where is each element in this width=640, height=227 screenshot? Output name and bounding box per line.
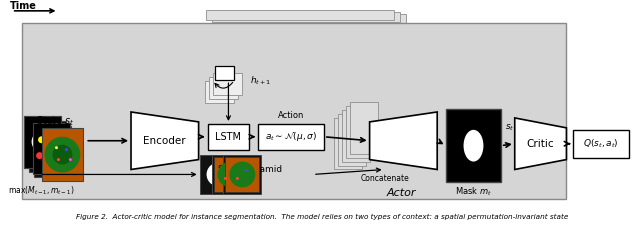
Circle shape xyxy=(69,158,72,161)
Text: LSTM: LSTM xyxy=(216,132,241,142)
Circle shape xyxy=(50,150,57,157)
Bar xyxy=(334,118,362,170)
Circle shape xyxy=(38,136,45,143)
Bar xyxy=(33,123,70,174)
Circle shape xyxy=(55,146,58,149)
Bar xyxy=(200,155,237,194)
Bar xyxy=(259,124,324,150)
Circle shape xyxy=(57,158,60,161)
Circle shape xyxy=(31,131,54,153)
Bar xyxy=(207,124,250,150)
Bar xyxy=(225,157,259,192)
Bar xyxy=(446,109,501,182)
Bar xyxy=(573,130,629,158)
Bar xyxy=(214,157,247,192)
Bar xyxy=(42,128,83,181)
Bar xyxy=(212,155,250,194)
Text: State Pyramid: State Pyramid xyxy=(218,165,282,174)
Circle shape xyxy=(36,152,43,159)
Text: Encoder: Encoder xyxy=(143,136,186,146)
Text: Actor: Actor xyxy=(387,188,416,198)
Circle shape xyxy=(45,137,80,173)
Circle shape xyxy=(43,159,50,166)
Bar xyxy=(218,14,406,24)
Circle shape xyxy=(233,169,236,172)
Text: $Q(s_t, a_t)$: $Q(s_t, a_t)$ xyxy=(584,138,619,150)
Bar xyxy=(342,110,369,162)
Polygon shape xyxy=(515,118,566,170)
Bar xyxy=(205,10,394,20)
Ellipse shape xyxy=(463,130,483,162)
Circle shape xyxy=(52,145,72,165)
Text: Critic: Critic xyxy=(527,139,554,149)
Text: $a_t\sim\mathcal{N}(\mu, \sigma)$: $a_t\sim\mathcal{N}(\mu, \sigma)$ xyxy=(265,130,317,143)
Bar xyxy=(29,121,67,173)
Bar xyxy=(205,81,234,103)
Bar xyxy=(22,23,566,199)
Bar xyxy=(24,116,61,168)
Text: Action: Action xyxy=(278,111,304,121)
Circle shape xyxy=(245,169,248,172)
Bar xyxy=(349,102,378,154)
Circle shape xyxy=(44,144,51,151)
Bar xyxy=(209,77,238,99)
Circle shape xyxy=(236,177,239,180)
Text: $\max(M_{t-1}, m_{t-1})$: $\max(M_{t-1}, m_{t-1})$ xyxy=(8,184,75,197)
Circle shape xyxy=(65,148,68,151)
Text: $s_t$: $s_t$ xyxy=(505,123,514,133)
Bar xyxy=(346,106,374,158)
Bar xyxy=(24,116,61,168)
Circle shape xyxy=(229,162,255,187)
Circle shape xyxy=(224,177,227,180)
Bar xyxy=(212,73,243,95)
Text: Time: Time xyxy=(10,1,36,11)
Text: Figure 2.  Actor-critic model for instance segmentation.  The model relies on tw: Figure 2. Actor-critic model for instanc… xyxy=(76,214,568,220)
Text: $h_{t+1}$: $h_{t+1}$ xyxy=(250,74,272,86)
Text: Decoder: Decoder xyxy=(381,136,426,146)
Bar xyxy=(223,155,261,194)
Text: Mask $m_t$: Mask $m_t$ xyxy=(455,185,492,197)
Polygon shape xyxy=(131,112,198,170)
Bar xyxy=(214,66,234,80)
Bar xyxy=(338,114,365,165)
Text: State $s_t$: State $s_t$ xyxy=(36,114,75,128)
Circle shape xyxy=(218,162,243,187)
Bar xyxy=(33,126,72,178)
Bar xyxy=(212,12,401,22)
Polygon shape xyxy=(369,112,437,170)
Text: Concatenate: Concatenate xyxy=(360,174,409,183)
Circle shape xyxy=(207,163,230,186)
